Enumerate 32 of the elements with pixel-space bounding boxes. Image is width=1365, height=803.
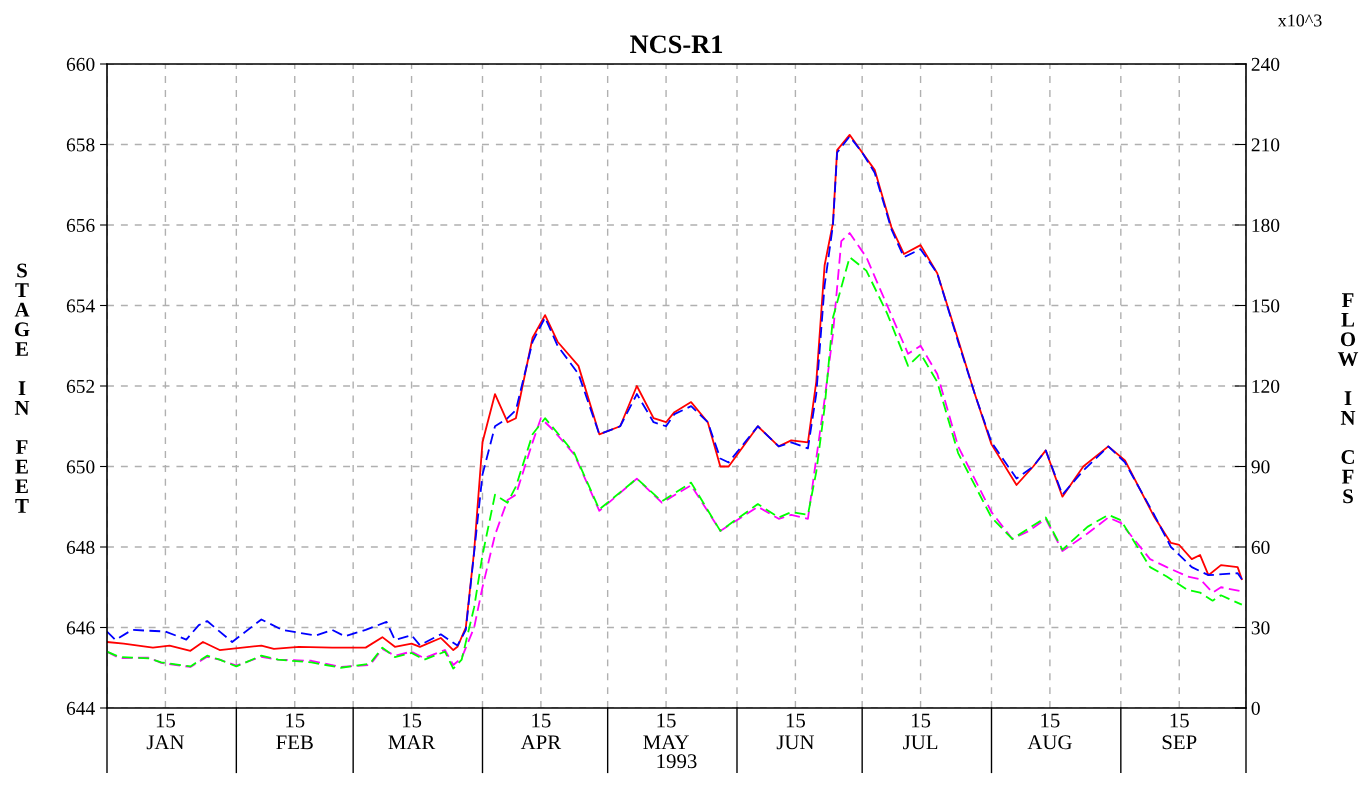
- y-tick-label: 644: [66, 701, 95, 715]
- y-tick-label: 652: [66, 379, 95, 393]
- y-tick-label: 650: [66, 460, 95, 474]
- text: STAGE IN FEET: [14, 263, 30, 513]
- x-tick-label: 15 JUL: [903, 713, 938, 750]
- y-tick-label: 648: [66, 540, 95, 554]
- y2-tick-label: 150: [1252, 299, 1280, 313]
- x-tick-label: 15 JUN: [776, 713, 815, 750]
- y-tick-label: 656: [66, 218, 95, 232]
- y-tick-label: 646: [66, 621, 95, 635]
- x-axis-title: 1993: [657, 754, 697, 769]
- y2-tick-label: 60: [1251, 540, 1270, 554]
- x-tick-label: 15 AUG: [1027, 713, 1072, 750]
- y-tick-label: 654: [66, 299, 95, 313]
- x-tick-label: 15 MAY: [643, 713, 689, 750]
- y-tick-label: 660: [66, 57, 95, 71]
- y2-tick-label: 120: [1252, 379, 1280, 393]
- y2-tick-label: 30: [1251, 621, 1270, 635]
- y2-tick-label: 0: [1251, 701, 1260, 715]
- y2-tick-label: 240: [1251, 57, 1280, 71]
- text: FLOW IN CFS: [1337, 293, 1359, 504]
- chart-title: NCS-R1: [630, 35, 723, 54]
- x-tick-label: 15 FEB: [276, 713, 313, 750]
- y-tick-label: 658: [66, 138, 95, 152]
- x-tick-label: 15 JAN: [146, 713, 185, 750]
- text: x10^3: [1277, 14, 1322, 27]
- x-tick-label: 15 SEP: [1162, 713, 1197, 750]
- y2-tick-label: 210: [1251, 138, 1280, 152]
- y2-tick-label: 90: [1251, 460, 1270, 474]
- x-tick-label: 15 MAR: [388, 713, 436, 750]
- y2-tick-label: 180: [1252, 218, 1280, 232]
- x-tick-label: 15 APR: [520, 713, 562, 750]
